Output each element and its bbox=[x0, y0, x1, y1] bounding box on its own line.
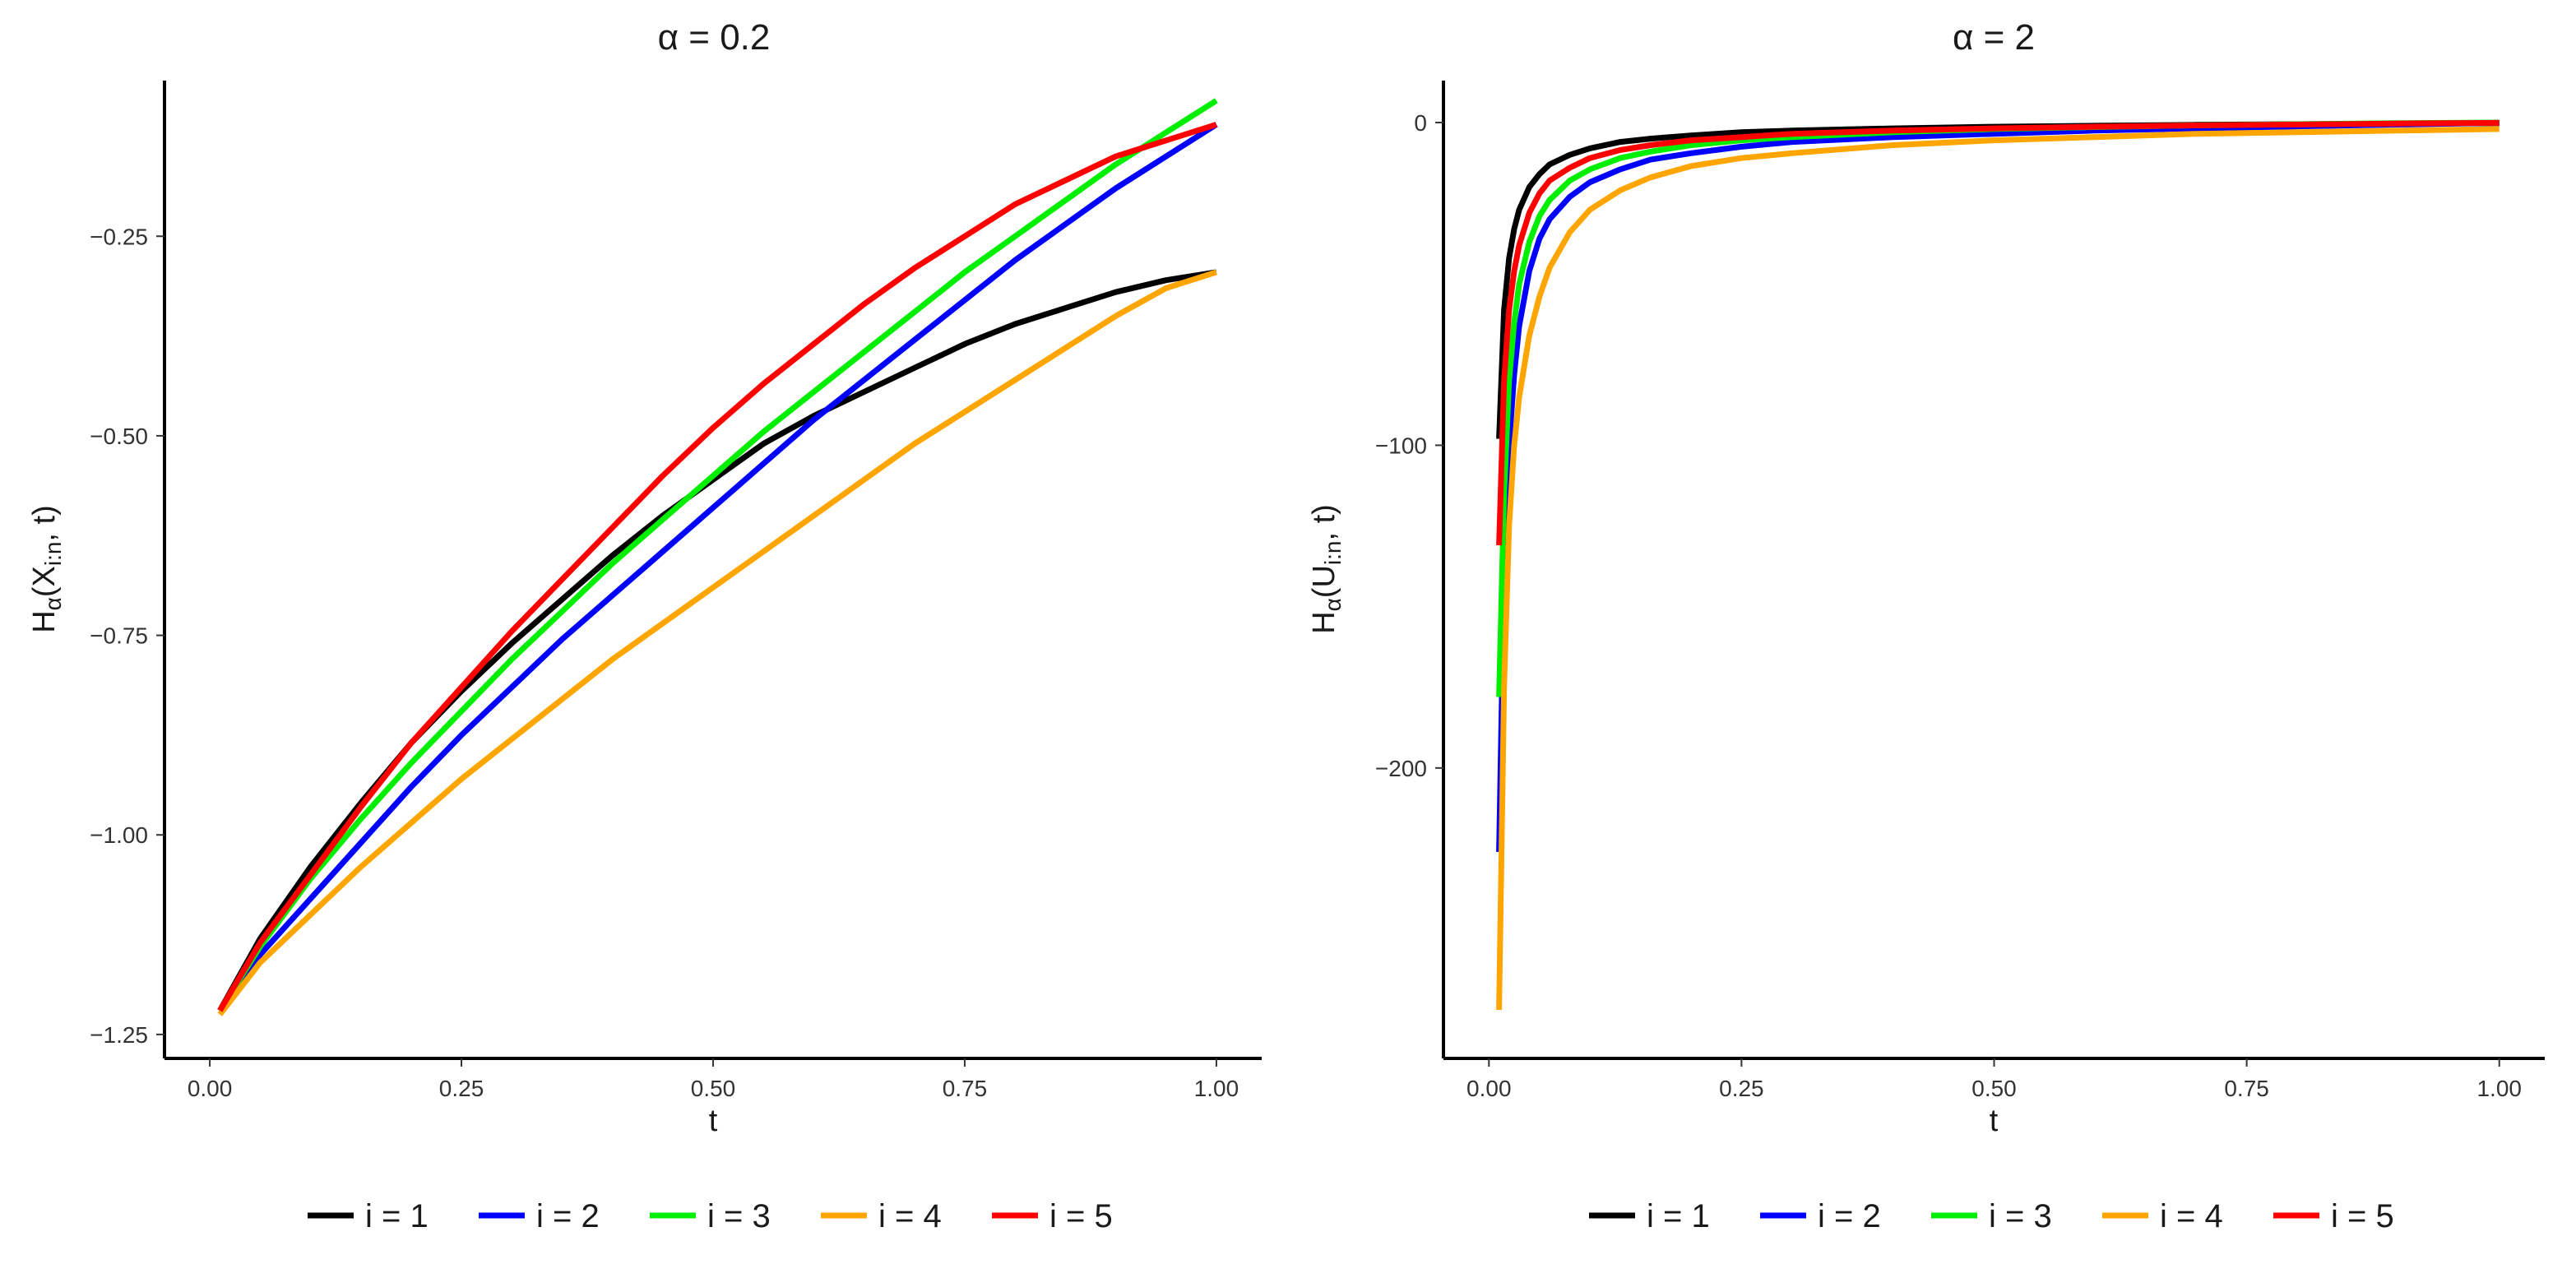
left-y-axis-title: Hα(Xi:n, t) bbox=[27, 505, 66, 633]
left-ylabel-sub-alpha: α bbox=[40, 597, 66, 610]
right-y-tick-label: −200 bbox=[1375, 756, 1427, 781]
left-ylabel-open: (X bbox=[27, 566, 62, 597]
right-y-ticks: −200 −100 0 bbox=[1375, 110, 1443, 781]
right-ylabel-sub-in: i:n bbox=[1320, 541, 1346, 566]
left-y-tick-label: −0.50 bbox=[90, 424, 148, 449]
right-panel-title: α = 2 bbox=[1953, 17, 2035, 58]
right-ylabel-rest: , t) bbox=[1307, 504, 1341, 540]
right-panel: α = 2 0.00 0.25 0.50 0.75 1.00 −200 −100 0 t H… bbox=[1307, 17, 2545, 1138]
right-legend: i = 1 i = 2 i = 3 i = 4 i = 5 bbox=[1589, 1198, 2394, 1234]
left-x-tick-label: 0.75 bbox=[943, 1076, 988, 1101]
left-legend: i = 1 i = 2 i = 3 i = 4 i = 5 bbox=[308, 1198, 1113, 1234]
left-x-tick-label: 0.50 bbox=[691, 1076, 736, 1101]
right-x-tick-label: 0.00 bbox=[1466, 1076, 1512, 1101]
right-x-tick-label: 0.25 bbox=[1719, 1076, 1764, 1101]
left-legend-label-5: i = 5 bbox=[1049, 1198, 1113, 1234]
left-series-line-4 bbox=[217, 269, 1217, 1016]
right-x-tick-label: 0.50 bbox=[1971, 1076, 2017, 1101]
right-x-tick-label: 1.00 bbox=[2476, 1076, 2522, 1101]
left-legend-label-1: i = 1 bbox=[365, 1198, 429, 1234]
right-x-ticks: 0.00 0.25 0.50 0.75 1.00 bbox=[1466, 1058, 2522, 1101]
right-legend-label-2: i = 2 bbox=[1818, 1198, 1881, 1234]
left-panel-title: α = 0.2 bbox=[658, 17, 771, 58]
right-legend-label-1: i = 1 bbox=[1647, 1198, 1710, 1234]
left-series-line-3 bbox=[217, 98, 1218, 1012]
left-y-tick-label: −1.25 bbox=[90, 1022, 148, 1048]
right-y-axis-title: Hα(Ui:n, t) bbox=[1307, 504, 1346, 634]
right-series-line-5 bbox=[1496, 119, 2500, 546]
left-legend-label-4: i = 4 bbox=[878, 1198, 942, 1234]
right-y-tick-label: −100 bbox=[1375, 433, 1427, 458]
left-x-ticks: 0.00 0.25 0.50 0.75 1.00 bbox=[188, 1058, 1239, 1101]
right-x-axis-title: t bbox=[1990, 1104, 1999, 1138]
left-ylabel-main: H bbox=[27, 610, 62, 632]
right-legend-label-4: i = 4 bbox=[2160, 1198, 2223, 1234]
left-x-tick-label: 0.00 bbox=[188, 1076, 233, 1101]
left-y-tick-label: −0.75 bbox=[90, 623, 148, 649]
right-ylabel-main: H bbox=[1307, 611, 1341, 633]
right-legend-label-3: i = 3 bbox=[1989, 1198, 2052, 1234]
left-ylabel-rest: , t) bbox=[27, 505, 62, 541]
left-y-ticks: −1.25 −1.00 −0.75 −0.50 −0.25 bbox=[90, 224, 164, 1048]
left-series-line-2 bbox=[217, 122, 1218, 1012]
left-ylabel-sub-in: i:n bbox=[40, 542, 66, 567]
left-x-tick-label: 1.00 bbox=[1194, 1076, 1239, 1101]
right-series-layer bbox=[1496, 119, 2500, 1011]
right-series-line-2 bbox=[1496, 119, 2500, 852]
right-y-tick-label: 0 bbox=[1414, 110, 1427, 136]
left-x-tick-label: 0.25 bbox=[439, 1076, 484, 1101]
left-y-tick-label: −1.00 bbox=[90, 822, 148, 848]
left-series-layer bbox=[217, 98, 1218, 1016]
right-x-tick-label: 0.75 bbox=[2224, 1076, 2269, 1101]
right-series-line-4 bbox=[1496, 126, 2500, 1011]
left-x-axis-title: t bbox=[709, 1104, 718, 1138]
right-ylabel-sub-alpha: α bbox=[1320, 598, 1346, 611]
right-legend-label-5: i = 5 bbox=[2331, 1198, 2394, 1234]
left-y-tick-label: −0.25 bbox=[90, 224, 148, 249]
left-panel: α = 0.2 0.00 0.25 0.50 0.75 1.00 −1.25−1.00−… bbox=[27, 17, 1262, 1138]
left-legend-label-2: i = 2 bbox=[536, 1198, 600, 1234]
left-legend-label-3: i = 3 bbox=[707, 1198, 771, 1234]
left-series-line-5 bbox=[217, 122, 1217, 1012]
right-ylabel-open: (U bbox=[1307, 565, 1341, 598]
